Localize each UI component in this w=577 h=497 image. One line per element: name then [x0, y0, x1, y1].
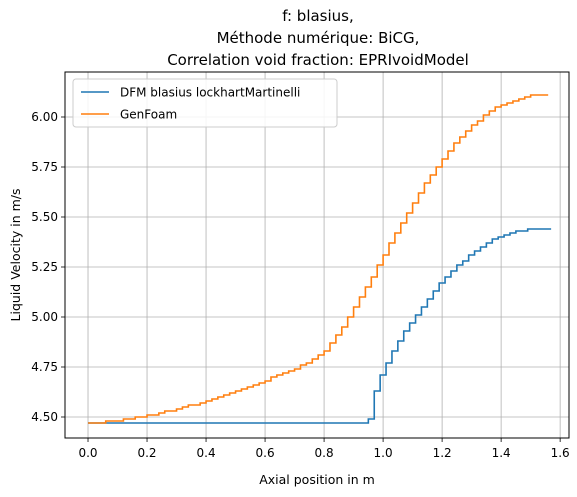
x-tick-label: 1.6 — [551, 446, 570, 460]
chart-title-line-3: Correlation void fraction: EPRIvoidModel — [167, 51, 469, 69]
y-tick-label: 5.25 — [31, 260, 58, 274]
x-axis-ticks: 0.0 0.2 0.4 0.6 0.8 1.0 1.2 1.4 1.6 — [78, 438, 570, 460]
chart-title-line-1: f: blasius, — [282, 7, 354, 25]
series-line-dfm — [88, 228, 552, 424]
x-tick-label: 1.4 — [492, 446, 511, 460]
legend: DFM blasius lockhartMartinelli GenFoam — [72, 78, 338, 128]
x-tick-label: 0.4 — [197, 446, 216, 460]
legend-label-dfm: DFM blasius lockhartMartinelli — [120, 86, 300, 100]
chart-title: f: blasius, Méthode numérique: BiCG, Cor… — [167, 7, 469, 69]
series-line-genfoam — [88, 94, 549, 424]
x-tick-label: 0.0 — [78, 446, 97, 460]
y-axis-label: Liquid Velocity in m/s — [8, 189, 23, 322]
x-tick-label: 1.0 — [374, 446, 393, 460]
x-tick-label: 0.2 — [137, 446, 156, 460]
y-tick-label: 4.50 — [31, 410, 58, 424]
y-tick-label: 5.50 — [31, 210, 58, 224]
legend-label-genfoam: GenFoam — [120, 108, 177, 122]
legend-box — [72, 78, 338, 128]
x-axis-label: Axial position in m — [259, 472, 375, 487]
y-tick-label: 5.00 — [31, 310, 58, 324]
y-axis-ticks: 4.50 4.75 5.00 5.25 5.50 5.75 6.00 — [31, 110, 65, 424]
plot-area-frame — [64, 71, 570, 439]
x-tick-label: 1.2 — [433, 446, 452, 460]
series-layer — [88, 94, 552, 424]
chart-title-line-2: Méthode numérique: BiCG, — [217, 29, 420, 47]
y-tick-label: 5.75 — [31, 160, 58, 174]
x-tick-label: 0.8 — [315, 446, 334, 460]
y-tick-label: 4.75 — [31, 360, 58, 374]
x-tick-label: 0.6 — [256, 446, 275, 460]
y-tick-label: 6.00 — [31, 110, 58, 124]
